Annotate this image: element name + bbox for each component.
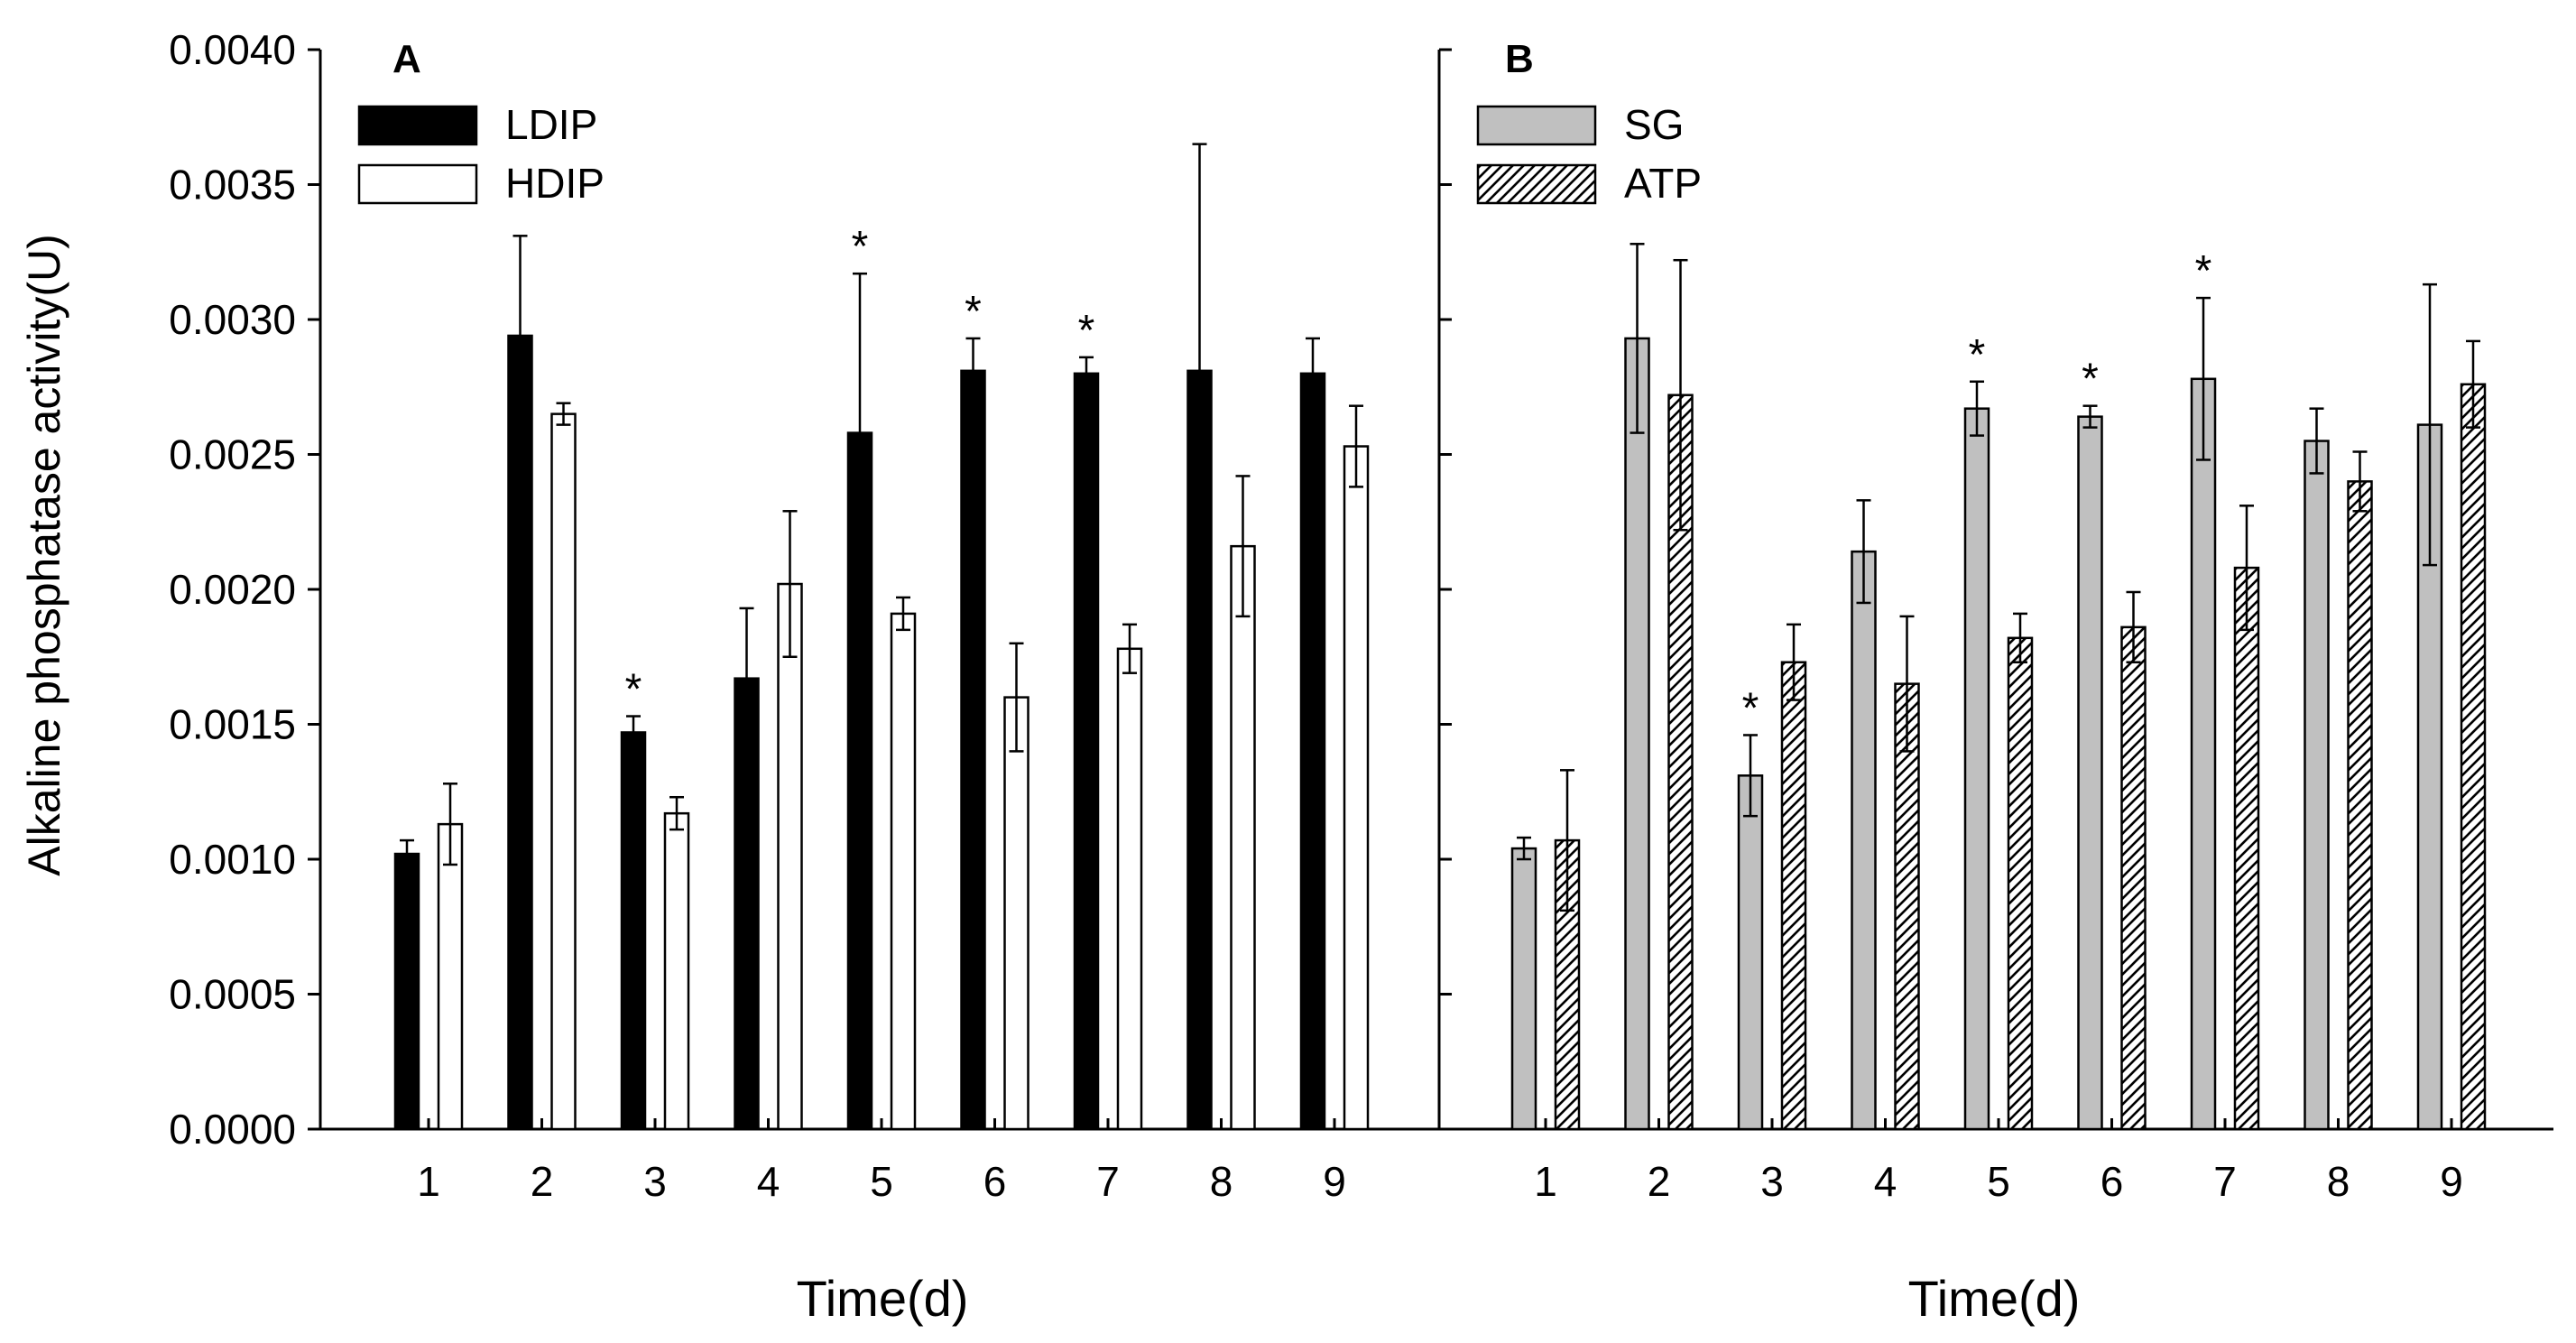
bar-ldip-day-7 xyxy=(1073,372,1100,1131)
bar-hdip-day-3 xyxy=(663,811,690,1131)
x-tick-label-b: 1 xyxy=(1534,1158,1557,1205)
significance-marker-b: * xyxy=(2195,247,2212,295)
panel-a-bars: 1 2 3 * 4 5 * 6 * 7 * 8 9 xyxy=(393,143,1370,1205)
y-tick-label: 0.0040 xyxy=(169,26,296,73)
bar-hdip-day-6 xyxy=(1003,696,1029,1131)
panel-a: A Time(d) LDIP HDIP 0.00000.00050.00100.… xyxy=(169,26,1452,1327)
x-tick-label-b: 5 xyxy=(1987,1158,2010,1205)
panel-b-label: B xyxy=(1505,37,1534,81)
bar-ldip-day-6 xyxy=(960,369,986,1131)
x-tick-label-b: 3 xyxy=(1760,1158,1784,1205)
bar-atp-day-3 xyxy=(1780,661,1807,1131)
legend-label-sg: SG xyxy=(1624,101,1684,148)
significance-marker-a: * xyxy=(625,666,642,714)
x-tick-label-a: 4 xyxy=(757,1158,780,1205)
x-tick-label-a: 9 xyxy=(1323,1158,1346,1205)
y-tick-label: 0.0030 xyxy=(169,296,296,343)
panel-b-x-axis-label: Time(d) xyxy=(1908,1270,2081,1327)
y-tick-label: 0.0020 xyxy=(169,566,296,613)
bar-sg-day-1 xyxy=(1510,847,1537,1131)
significance-marker-b: * xyxy=(1969,331,1986,379)
significance-marker-a: * xyxy=(852,223,869,271)
bar-atp-day-8 xyxy=(2347,480,2373,1131)
x-tick-label-b: 8 xyxy=(2327,1158,2350,1205)
y-tick-label: 0.0025 xyxy=(169,431,296,478)
bar-atp-day-7 xyxy=(2233,566,2260,1131)
y-tick-label: 0.0010 xyxy=(169,836,296,883)
panel-a-x-axis-label: Time(d) xyxy=(797,1270,969,1327)
significance-marker-b: * xyxy=(2082,356,2099,403)
panel-b: B Time(d) SG ATP 1 2 3 * 4 5 * 6 * 7 * 8 9 xyxy=(1437,37,2553,1327)
significance-marker-a: * xyxy=(1078,307,1095,355)
x-tick-label-a: 7 xyxy=(1096,1158,1120,1205)
bar-ldip-day-3 xyxy=(620,731,647,1131)
bar-atp-day-5 xyxy=(2007,636,2034,1131)
bar-sg-day-3 xyxy=(1737,774,1764,1131)
legend-swatch-sg xyxy=(1476,105,1597,146)
bar-hdip-day-4 xyxy=(777,582,803,1131)
bar-ldip-day-4 xyxy=(734,677,760,1131)
x-tick-label-a: 3 xyxy=(643,1158,667,1205)
x-tick-label-a: 1 xyxy=(417,1158,440,1205)
bar-hdip-day-8 xyxy=(1230,544,1256,1131)
legend-swatch-atp xyxy=(1476,163,1597,205)
bar-sg-day-2 xyxy=(1624,337,1650,1131)
y-tick-label: 0.0005 xyxy=(169,971,296,1018)
bar-atp-day-2 xyxy=(1667,394,1694,1131)
bar-sg-day-4 xyxy=(1851,550,1877,1131)
bar-hdip-day-9 xyxy=(1343,445,1370,1131)
x-tick-label-a: 5 xyxy=(870,1158,893,1205)
bar-atp-day-4 xyxy=(1894,682,1920,1131)
bar-sg-day-5 xyxy=(1963,407,1990,1131)
x-tick-label-a: 8 xyxy=(1210,1158,1233,1205)
bar-atp-day-6 xyxy=(2120,625,2147,1131)
legend-label-atp: ATP xyxy=(1624,160,1702,207)
bar-ldip-day-2 xyxy=(507,334,533,1131)
y-tick-label: 0.0035 xyxy=(169,162,296,208)
bar-ldip-day-9 xyxy=(1299,372,1326,1131)
y-axis-ticks: 0.0000 0.0005 0.0010 0.0015 0.0020 0.0025 0.00… xyxy=(169,26,1452,1153)
bar-sg-day-8 xyxy=(2304,440,2330,1131)
x-tick-label-a: 6 xyxy=(983,1158,1007,1205)
legend-swatch-hdip xyxy=(357,163,478,205)
bar-sg-day-6 xyxy=(2077,415,2103,1131)
y-tick-label: 0.0000 xyxy=(169,1106,296,1153)
legend-label-hdip: HDIP xyxy=(505,160,605,207)
panel-b-bars: 1 2 3 * 4 5 * 6 * 7 * 8 9 xyxy=(1510,243,2487,1205)
bar-hdip-day-7 xyxy=(1116,647,1143,1131)
panel-a-label: A xyxy=(392,37,421,81)
legend-swatch-ldip xyxy=(357,105,478,146)
x-tick-label-b: 6 xyxy=(2101,1158,2124,1205)
y-tick-label: 0.0015 xyxy=(169,701,296,748)
bar-hdip-day-2 xyxy=(550,412,577,1131)
x-tick-label-a: 2 xyxy=(531,1158,554,1205)
x-tick-label-b: 7 xyxy=(2213,1158,2237,1205)
bar-atp-day-9 xyxy=(2460,383,2487,1131)
significance-marker-a: * xyxy=(965,288,982,336)
x-tick-label-b: 9 xyxy=(2440,1158,2463,1205)
x-tick-label-b: 2 xyxy=(1648,1158,1671,1205)
bar-sg-day-7 xyxy=(2190,377,2217,1131)
significance-marker-b: * xyxy=(1742,684,1759,732)
y-axis-label: Alkaline phosphatase activity(U) xyxy=(19,234,69,875)
legend-label-ldip: LDIP xyxy=(505,101,597,148)
bar-hdip-day-1 xyxy=(437,822,464,1131)
x-tick-label-b: 4 xyxy=(1874,1158,1897,1205)
bar-hdip-day-5 xyxy=(890,612,917,1131)
bar-ldip-day-1 xyxy=(393,852,420,1131)
